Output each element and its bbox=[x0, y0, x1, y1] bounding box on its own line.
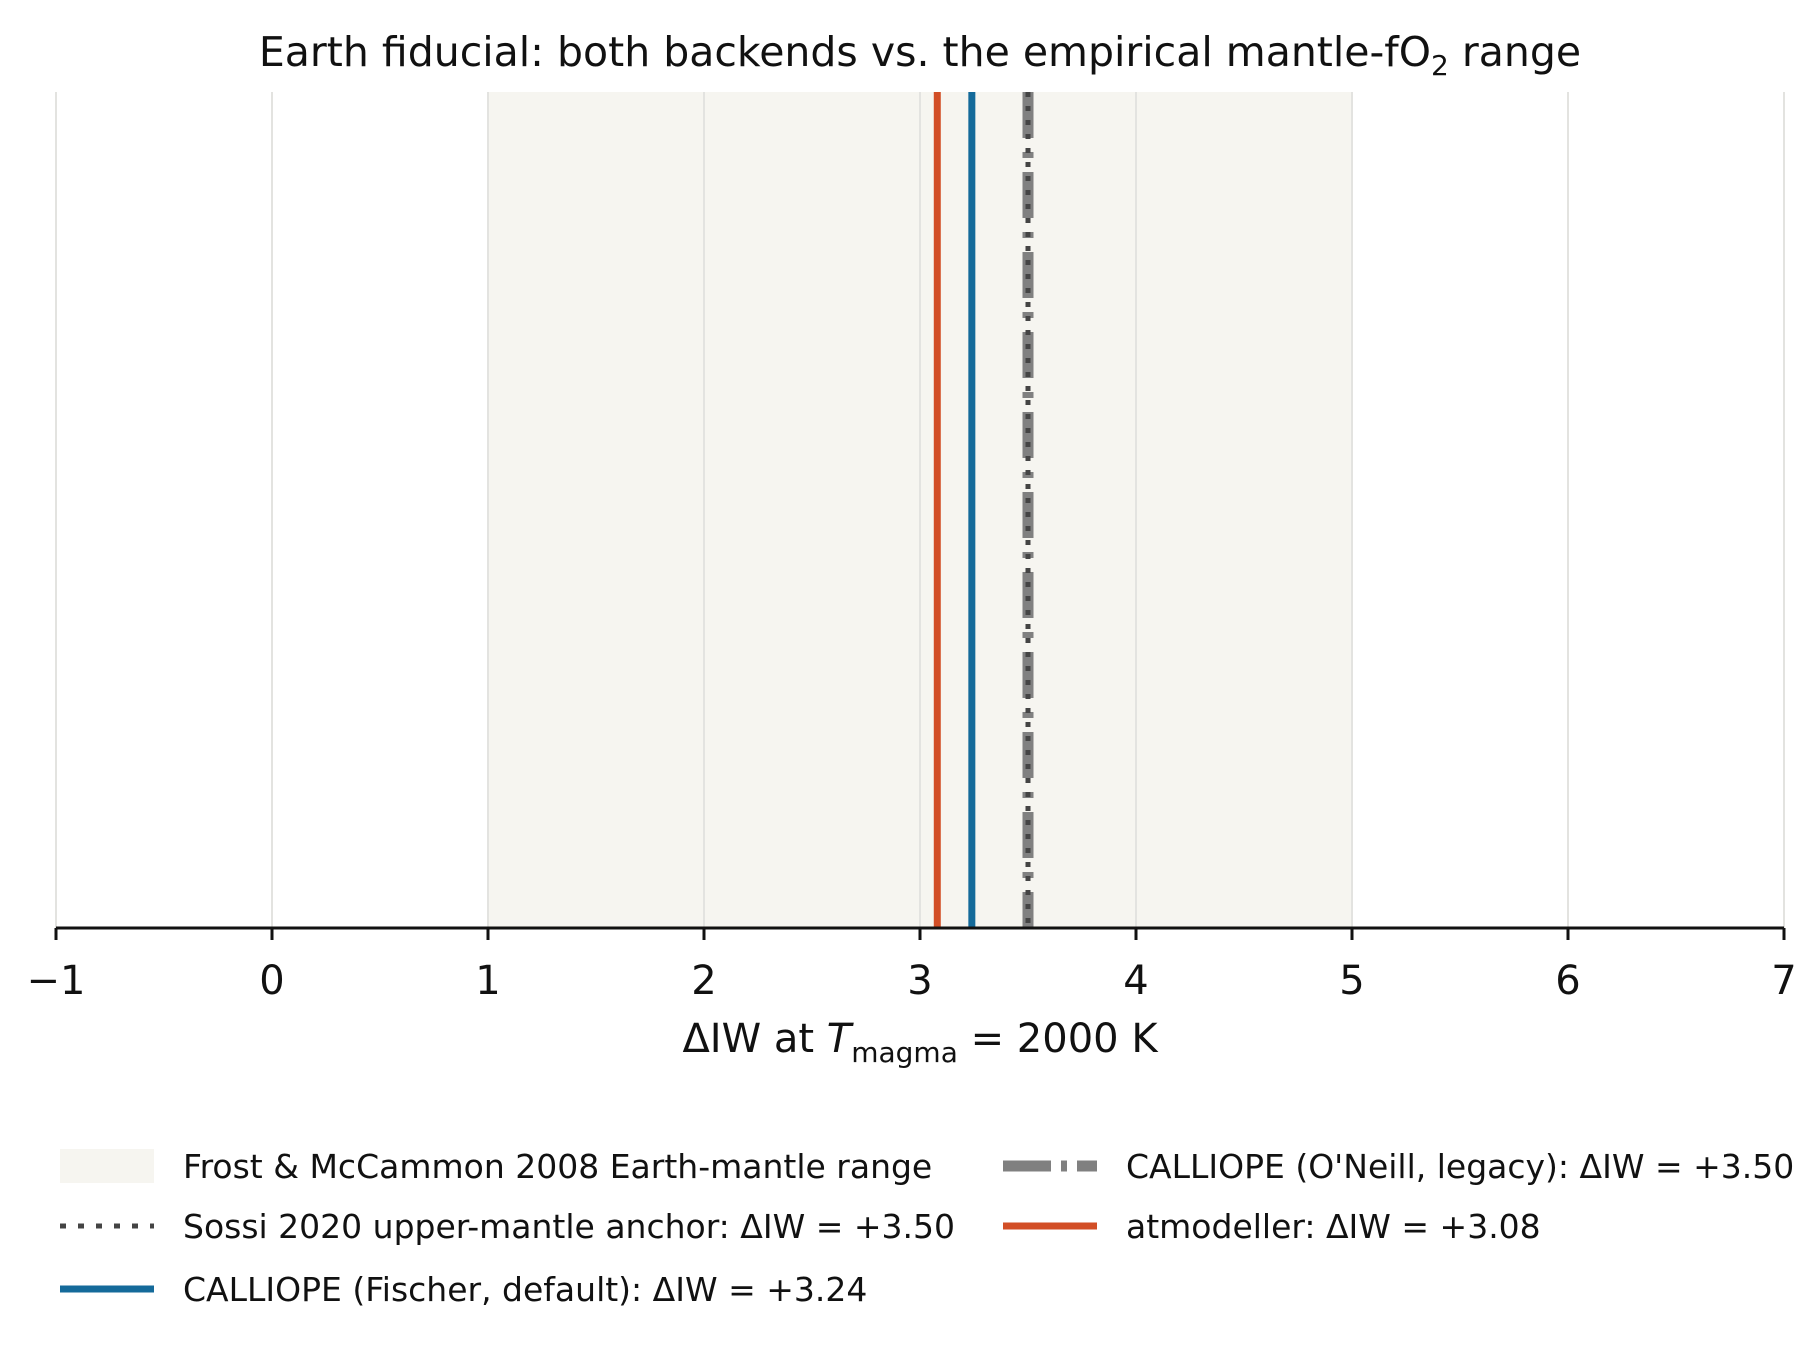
legend-label-0: Frost & McCammon 2008 Earth-mantle range bbox=[183, 1147, 932, 1186]
x-axis-label-prefix: ΔIW at bbox=[682, 1016, 826, 1062]
chart-title-part-2: range bbox=[1449, 28, 1581, 76]
x-axis-label-symbol: T bbox=[827, 1016, 855, 1062]
legend-item-0: Frost & McCammon 2008 Earth-mantle range bbox=[60, 1147, 932, 1186]
chart-title-subscript: 2 bbox=[1431, 49, 1449, 82]
x-tick-label-1: 0 bbox=[259, 958, 284, 1004]
x-tick-label-7: 6 bbox=[1555, 958, 1580, 1004]
x-axis-label-subscript: magma bbox=[851, 1036, 958, 1069]
x-tick-label-2: 1 bbox=[475, 958, 500, 1004]
legend-item-3: CALLIOPE (O'Neill, legacy): ΔIW = +3.50 bbox=[1003, 1147, 1794, 1186]
x-tick-label-3: 2 bbox=[691, 958, 716, 1004]
x-axis-label-suffix: = 2000 K bbox=[958, 1016, 1159, 1062]
x-tick-label-6: 5 bbox=[1339, 958, 1364, 1004]
legend-item-2: CALLIOPE (Fischer, default): ΔIW = +3.24 bbox=[60, 1270, 867, 1309]
x-tick-label-5: 4 bbox=[1123, 958, 1148, 1004]
legend-label-2: CALLIOPE (Fischer, default): ΔIW = +3.24 bbox=[183, 1270, 867, 1309]
legend-swatch-range bbox=[60, 1149, 154, 1183]
x-tick-label-8: 7 bbox=[1771, 958, 1796, 1004]
legend-item-1: Sossi 2020 upper-mantle anchor: ΔIW = +3… bbox=[60, 1207, 955, 1246]
legend-item-4: atmodeller: ΔIW = +3.08 bbox=[1003, 1207, 1541, 1246]
legend-label-3: CALLIOPE (O'Neill, legacy): ΔIW = +3.50 bbox=[1126, 1147, 1794, 1186]
chart-title: Earth fiducial: both backends vs. the em… bbox=[259, 28, 1581, 82]
legend: Frost & McCammon 2008 Earth-mantle range… bbox=[60, 1147, 1794, 1309]
legend-label-1: Sossi 2020 upper-mantle anchor: ΔIW = +3… bbox=[183, 1207, 955, 1246]
x-axis-label: ΔIW at Tmagma = 2000 K bbox=[682, 1016, 1159, 1069]
x-tick-label-4: 3 bbox=[907, 958, 932, 1004]
chart-title-part-1: Earth fiducial: both backends vs. the em… bbox=[259, 28, 1431, 76]
x-ticks: −1 0 1 2 3 4 5 6 7 bbox=[27, 928, 1797, 1004]
x-grid bbox=[55, 92, 1785, 928]
x-tick-label-0: −1 bbox=[27, 958, 86, 1004]
legend-label-4: atmodeller: ΔIW = +3.08 bbox=[1126, 1207, 1541, 1246]
series-lines bbox=[933, 92, 1034, 928]
